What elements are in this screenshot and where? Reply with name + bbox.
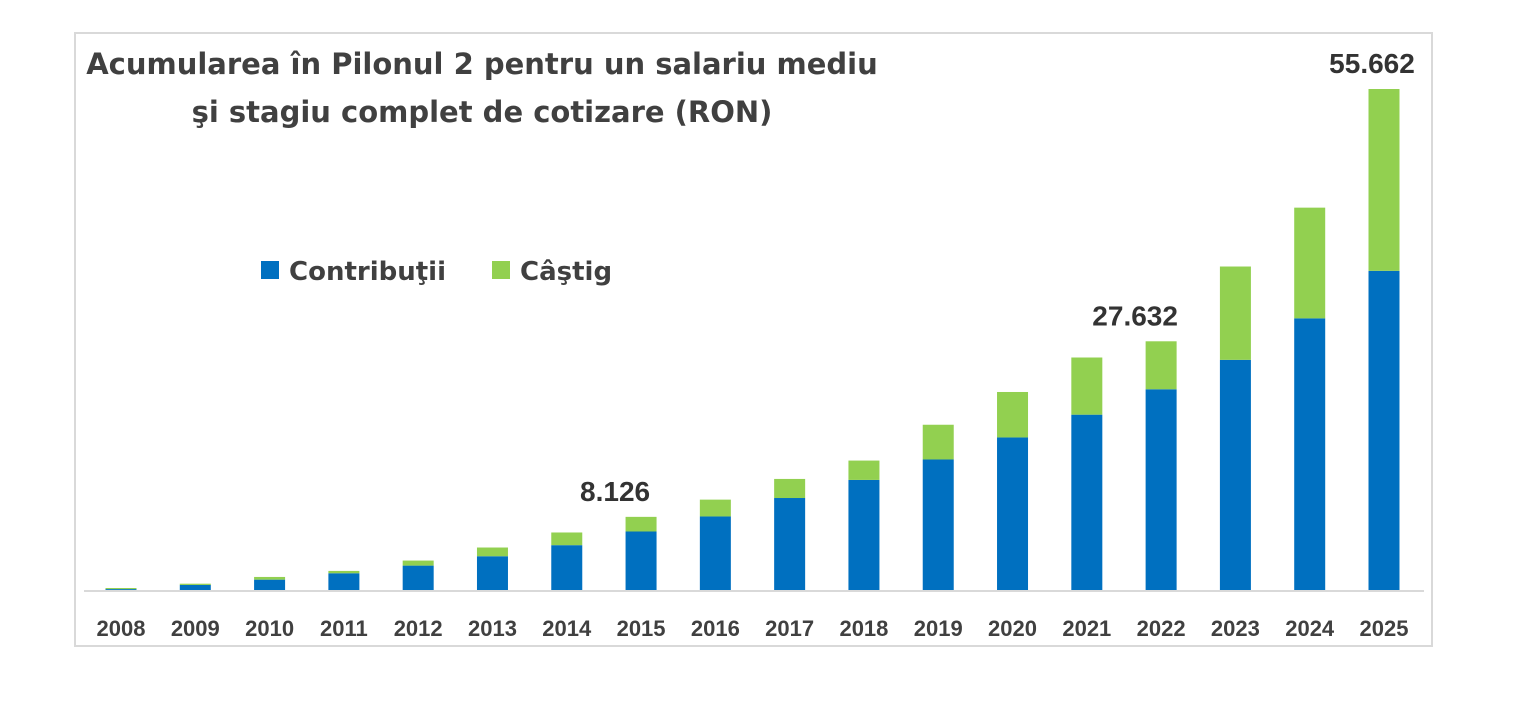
bar-contributii-2017 (774, 498, 806, 590)
bar-contributii-2025 (1368, 270, 1400, 590)
x-tick-label-2021: 2021 (1062, 616, 1111, 641)
x-tick-label-2012: 2012 (394, 616, 443, 641)
chart-title-line-1: Acumularea în Pilonul 2 pentru un salari… (86, 47, 878, 81)
x-tick-label-2018: 2018 (839, 616, 888, 641)
bar-castig-2019 (922, 424, 954, 460)
bar-contributii-2014 (551, 545, 583, 590)
legend-label-contributii: Contribuţii (289, 257, 446, 287)
bar-castig-2023 (1219, 266, 1251, 360)
x-tick-label-2015: 2015 (617, 616, 666, 641)
bar-castig-2024 (1294, 207, 1326, 319)
bars (105, 89, 1400, 590)
legend: Contribuţii Câştig (261, 257, 612, 287)
bar-castig-2015 (625, 516, 657, 532)
bar-castig-2014 (551, 532, 583, 546)
bar-castig-2008 (105, 588, 137, 590)
x-tick-label-2022: 2022 (1137, 616, 1186, 641)
bar-castig-2016 (699, 499, 731, 517)
bar-castig-2011 (328, 570, 360, 574)
bar-castig-2009 (179, 583, 211, 585)
x-tick-label-2016: 2016 (691, 616, 740, 641)
bar-contributii-2022 (1145, 389, 1177, 590)
bar-contributii-2012 (402, 565, 434, 590)
legend-swatch-castig (492, 261, 510, 279)
x-tick-label-2023: 2023 (1211, 616, 1260, 641)
x-tick-label-2013: 2013 (468, 616, 517, 641)
bar-castig-2017 (774, 478, 806, 499)
bar-castig-2010 (254, 576, 286, 580)
bar-contributii-2020 (997, 437, 1029, 590)
bar-contributii-2018 (848, 479, 880, 590)
legend-swatch-contributii (261, 261, 279, 279)
bar-castig-2013 (476, 547, 508, 557)
bar-contributii-2016 (699, 516, 731, 590)
bar-castig-2021 (1071, 357, 1103, 415)
bar-contributii-2010 (254, 579, 286, 590)
bar-contributii-2009 (179, 584, 211, 590)
bar-contributii-2021 (1071, 414, 1103, 590)
x-tick-label-2011: 2011 (320, 616, 368, 641)
bar-contributii-2024 (1294, 318, 1326, 590)
x-tick-label-2017: 2017 (765, 616, 814, 641)
x-tick-label-2020: 2020 (988, 616, 1037, 641)
bar-contributii-2013 (476, 556, 508, 590)
bar-castig-2012 (402, 560, 434, 566)
x-tick-label-2025: 2025 (1360, 616, 1409, 641)
data-label-2025: 55.662 (1329, 48, 1415, 79)
x-tick-label-2008: 2008 (97, 616, 146, 641)
chart-title-line-2: şi stagiu complet de cotizare (RON) (192, 95, 773, 129)
data-label-2022: 27.632 (1092, 300, 1178, 331)
chart-frame (74, 32, 1433, 647)
x-tick-label-2014: 2014 (542, 616, 592, 641)
legend-label-castig: Câştig (520, 257, 612, 287)
data-labels: 8.126 27.632 55.662 (580, 48, 1415, 507)
x-tick-label-2019: 2019 (914, 616, 963, 641)
x-tick-label-2009: 2009 (171, 616, 220, 641)
bar-castig-2022 (1145, 341, 1177, 390)
bar-castig-2025 (1368, 89, 1400, 271)
bar-contributii-2015 (625, 531, 657, 590)
bar-contributii-2011 (328, 573, 360, 590)
data-label-2015: 8.126 (580, 476, 650, 507)
bar-contributii-2008 (105, 589, 137, 590)
x-tick-label-2010: 2010 (245, 616, 294, 641)
bar-contributii-2019 (922, 459, 954, 590)
bar-castig-2018 (848, 460, 880, 480)
x-axis-ticks: 2008 2009 2010 2011 2012 2013 2014 2015 2016 2017… (97, 616, 1409, 641)
bar-castig-2020 (997, 391, 1029, 438)
bar-contributii-2023 (1219, 359, 1251, 590)
x-tick-label-2024: 2024 (1285, 616, 1335, 641)
